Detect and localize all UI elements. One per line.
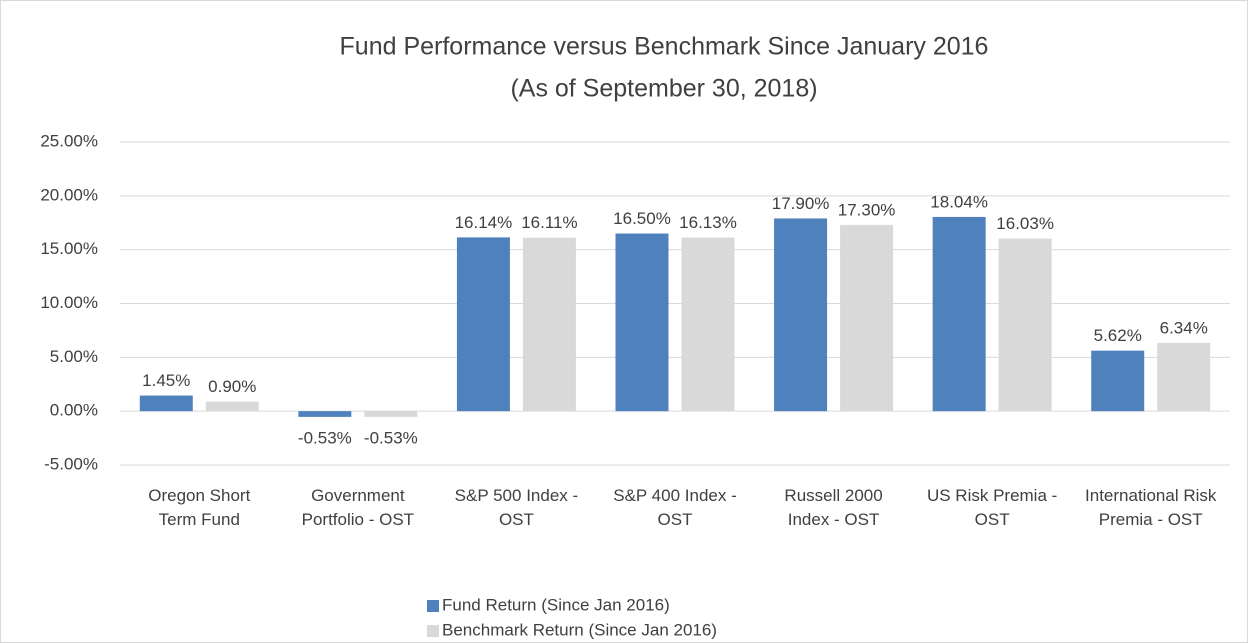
- y-tick-label: 10.00%: [40, 293, 98, 312]
- data-label: 16.11%: [521, 213, 577, 232]
- y-tick-label: 0.00%: [50, 401, 98, 420]
- bar: [205, 401, 259, 412]
- bar: [615, 233, 669, 412]
- chart-subtitle: (As of September 30, 2018): [510, 75, 817, 103]
- data-label: 17.30%: [838, 200, 896, 219]
- data-label: 16.13%: [679, 213, 737, 232]
- chart-title: Fund Performance versus Benchmark Since …: [340, 33, 989, 61]
- data-label: 18.04%: [930, 192, 988, 211]
- data-label: 0.90%: [208, 377, 256, 396]
- data-label: 1.45%: [142, 371, 190, 390]
- bar: [998, 238, 1052, 412]
- data-label: 6.34%: [1160, 318, 1208, 337]
- data-label: 5.62%: [1094, 326, 1142, 345]
- data-label: 16.03%: [996, 214, 1054, 233]
- legend-marker: [427, 600, 439, 612]
- data-label: -0.53%: [364, 428, 418, 447]
- x-tick-label: Russell 2000 Index - OST: [784, 486, 883, 529]
- x-tick-label: International Risk Premia - OST: [1085, 486, 1217, 529]
- data-label: 17.90%: [772, 194, 830, 213]
- x-tick-label: Government Portfolio - OST: [301, 486, 415, 529]
- bar: [456, 237, 510, 412]
- bar: [932, 216, 986, 412]
- y-tick-label: -5.00%: [44, 454, 98, 473]
- legend-marker: [427, 625, 439, 637]
- y-tick-label: 20.00%: [40, 185, 98, 204]
- bar: [364, 411, 418, 417]
- y-tick-label: 15.00%: [40, 239, 98, 258]
- bar: [681, 237, 735, 412]
- bar: [298, 411, 352, 417]
- x-tick-label: US Risk Premia - OST: [926, 486, 1058, 529]
- data-label: 16.14%: [455, 213, 513, 232]
- x-tick-label: S&P 500 Index - OST: [454, 486, 579, 529]
- bar: [522, 237, 576, 412]
- bar: [1157, 342, 1211, 412]
- data-label: 16.50%: [613, 209, 671, 228]
- bar: [1091, 350, 1145, 412]
- legend-label: Fund Return (Since Jan 2016): [442, 595, 670, 614]
- legend-label: Benchmark Return (Since Jan 2016): [442, 620, 717, 639]
- bar: [840, 224, 894, 412]
- y-tick-label: 5.00%: [50, 347, 98, 366]
- y-tick-label: 25.00%: [40, 131, 98, 150]
- bar: [774, 218, 828, 412]
- data-label: -0.53%: [298, 428, 352, 447]
- x-tick-label: S&P 400 Index - OST: [613, 486, 737, 529]
- bar: [139, 395, 193, 412]
- x-tick-label: Oregon Short Term Fund: [148, 486, 251, 529]
